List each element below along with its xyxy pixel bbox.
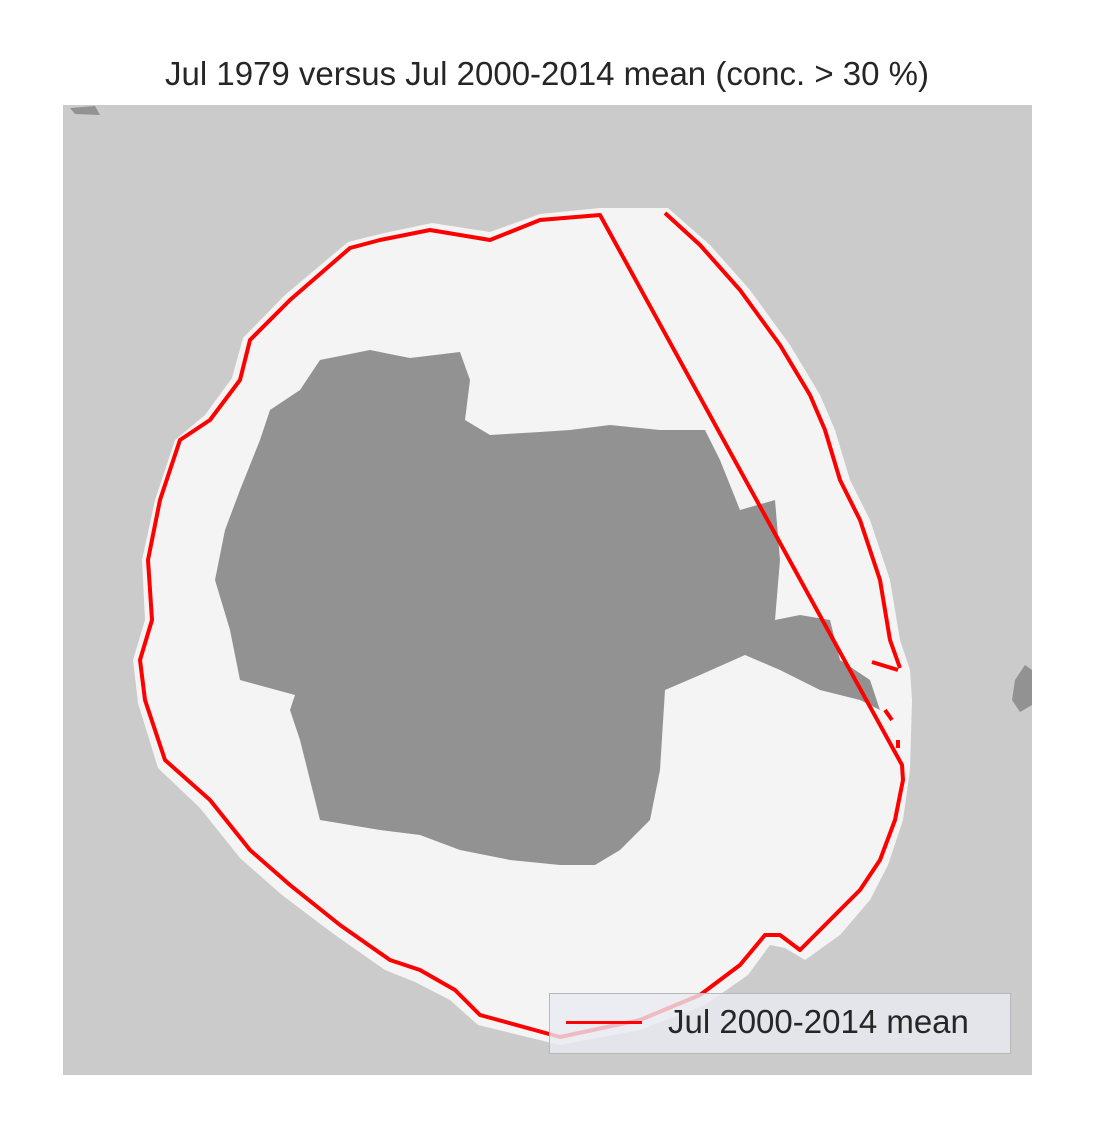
antarctica-landmass (215, 350, 880, 865)
land-fragment-right (1012, 665, 1032, 712)
sea-ice-map (63, 105, 1032, 1075)
mean-ice-edge-line (138, 211, 905, 1039)
legend: Jul 2000-2014 mean (549, 993, 1011, 1054)
legend-line-swatch (566, 1021, 642, 1024)
legend-label: Jul 2000-2014 mean (668, 1003, 969, 1040)
land-fragment-top-left (70, 106, 100, 115)
map-title: Jul 1979 versus Jul 2000-2014 mean (conc… (164, 55, 930, 92)
